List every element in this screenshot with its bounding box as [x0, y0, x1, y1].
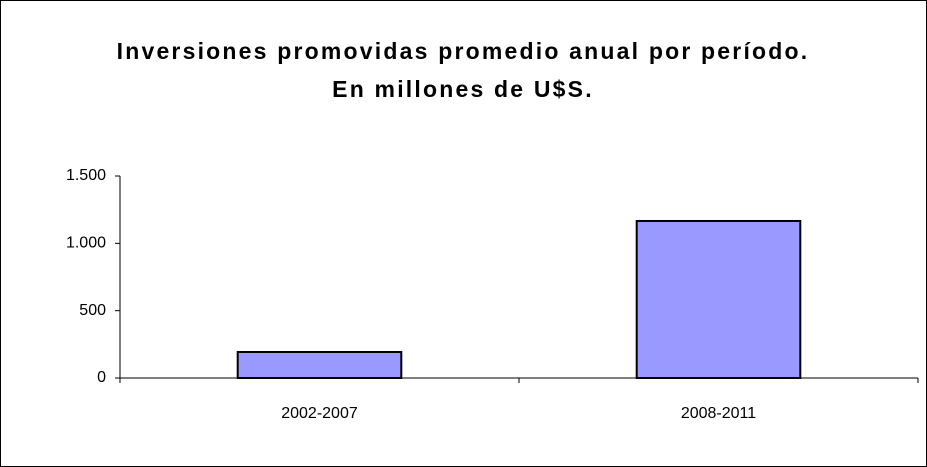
chart-title: Inversiones promovidas promedio anual po… — [116, 38, 810, 102]
y-tick-label: 0 — [97, 369, 106, 386]
x-tick-label: 2002-2007 — [281, 405, 358, 422]
bar — [236, 351, 403, 380]
y-tick-label: 1.500 — [66, 167, 106, 184]
y-tick-label: 1.000 — [66, 235, 106, 252]
bar — [635, 219, 802, 379]
x-tick-label: 2008-2011 — [681, 405, 756, 422]
y-tick-label: 500 — [79, 302, 106, 319]
